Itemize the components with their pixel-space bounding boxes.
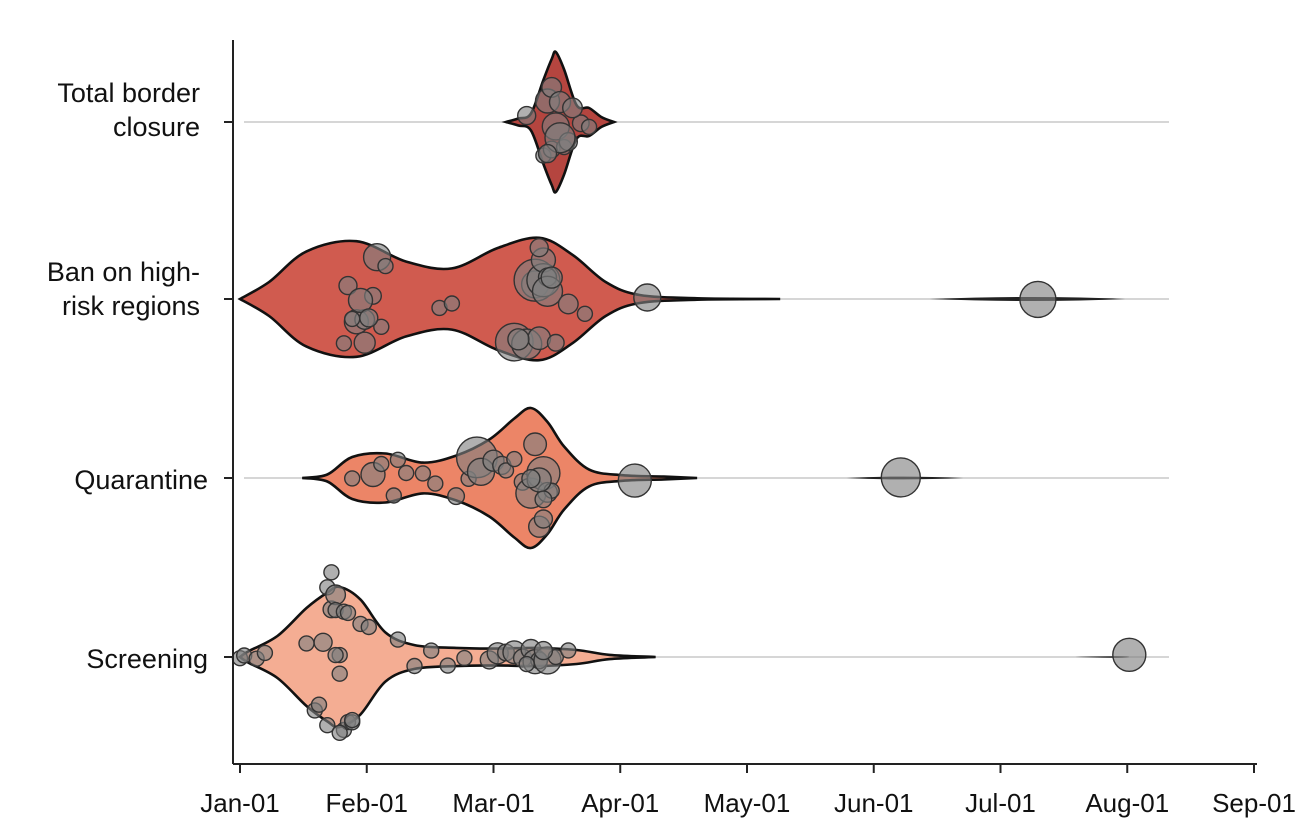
x-tick-label-jan-01: Jan-01 [200,788,280,818]
point-ban-on-high-risk-regions [443,295,461,312]
point-ban-on-high-risk-regions [529,237,549,258]
point-quarantine [398,464,415,482]
y-label-ban-on-high-risk-regions: Ban on high- [47,257,200,287]
y-label-total-border-closure: closure [113,112,200,142]
point-quarantine [880,457,921,498]
point-quarantine [617,463,652,498]
x-tick-label-mar-01: Mar-01 [452,788,534,818]
point-ban-on-high-risk-regions [338,275,358,296]
point-total-border-closure [562,97,584,119]
points [231,76,1147,741]
point-screening [319,717,336,734]
x-tick-label-apr-01: Apr-01 [581,788,659,818]
point-screening [298,635,315,652]
point-total-border-closure [517,105,537,126]
point-screening [331,665,348,682]
point-quarantine [533,509,554,529]
point-quarantine [414,465,432,482]
point-screening [456,649,473,667]
point-screening [325,584,347,606]
point-quarantine [385,487,402,504]
point-screening [533,640,554,661]
point-quarantine [523,432,548,457]
point-ban-on-high-risk-regions [576,305,594,322]
point-screening [344,711,361,729]
point-ban-on-high-risk-regions [335,335,353,352]
point-screening [339,604,357,622]
point-ban-on-high-risk-regions [359,308,379,328]
x-tick-label-jun-01: Jun-01 [834,788,914,818]
x-tick-label-sep-01: Sep-01 [1212,788,1296,818]
point-screening [310,696,328,713]
axes [232,40,1257,765]
x-tick-label-aug-01: Aug-01 [1085,788,1169,818]
point-quarantine [427,475,444,492]
point-quarantine [389,451,407,468]
x-ticks: Jan-01 Feb-01 Mar-01 Apr-01 May-01 Jun-01 Jul-… [200,764,1296,818]
point-quarantine [534,490,553,509]
point-total-border-closure [580,118,598,136]
point-ban-on-high-risk-regions [373,318,390,335]
point-quarantine [447,487,466,506]
point-ban-on-high-risk-regions [344,310,361,328]
y-labels: Total border closure Ban on high-risk regi… [47,78,208,674]
point-screening [256,644,274,662]
point-quarantine [521,469,541,489]
point-screening [560,642,577,659]
point-ban-on-high-risk-regions [347,287,374,314]
x-tick-label-feb-01: Feb-01 [326,788,408,818]
point-screening [331,724,348,741]
point-screening [423,642,440,659]
violin-quarantine [302,406,698,550]
point-ban-on-high-risk-regions [507,328,530,351]
point-screening [327,646,344,664]
baselines [224,121,1169,658]
y-label-total-border-closure: Total border [57,78,200,108]
point-ban-on-high-risk-regions [377,257,394,275]
point-ban-on-high-risk-regions [1019,280,1057,319]
point-ban-on-high-risk-regions [353,331,376,354]
point-screening [439,657,456,674]
y-label-screening: Screening [86,644,208,674]
point-ban-on-high-risk-regions [546,333,565,352]
point-screening [1112,637,1147,672]
point-total-border-closure [537,143,558,164]
point-quarantine [373,455,390,473]
point-screening [389,631,407,648]
point-quarantine [497,462,515,479]
point-screening [360,618,377,636]
x-tick-label-may-01: May-01 [704,788,791,818]
point-ban-on-high-risk-regions [633,283,662,312]
point-screening [406,657,423,675]
point-quarantine [344,470,361,487]
violin-screening [237,585,656,729]
point-quarantine [506,450,523,468]
y-label-ban-on-high-risk-regions: risk regions [62,291,200,321]
point-screening [323,564,340,581]
point-ban-on-high-risk-regions [557,293,579,315]
point-ban-on-high-risk-regions [527,326,552,351]
point-screening [518,655,535,673]
y-label-quarantine: Quarantine [74,465,208,495]
point-screening [313,632,333,652]
point-ban-on-high-risk-regions [540,266,563,289]
x-tick-label-jul-01: Jul-01 [965,788,1036,818]
